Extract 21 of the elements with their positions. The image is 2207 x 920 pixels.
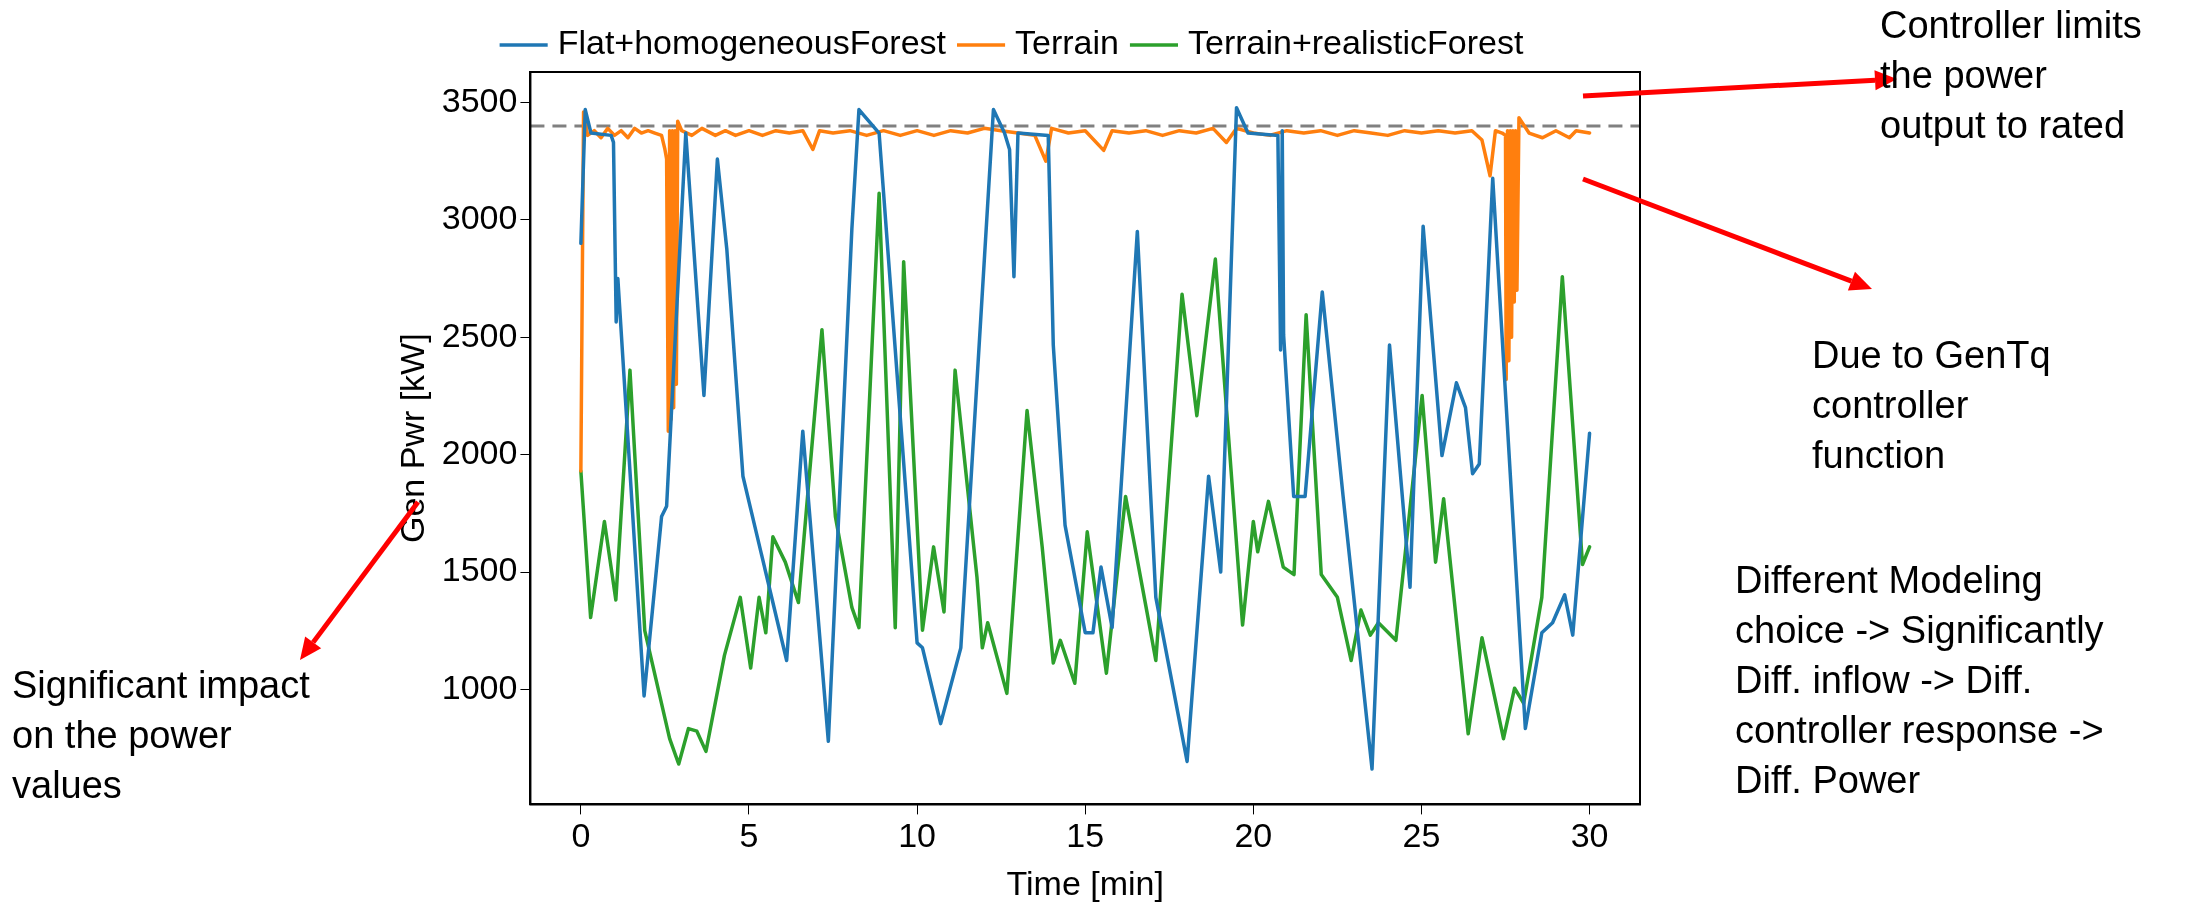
y-tick-label: 1000 [441, 667, 518, 706]
x-tick-label: 0 [571, 816, 591, 855]
text: Different Modeling choice -> Significantly Diff. inflow -> Diff. controller response -> Diff. Power [1735, 558, 2105, 803]
x-tick-label: 10 [898, 816, 937, 855]
y-tick-label: 3500 [441, 80, 518, 119]
x-tick-label: 25 [1402, 816, 1441, 855]
y-tick-label: 1500 [441, 550, 518, 589]
legend-label: Terrain [1015, 23, 1119, 62]
x-tick-label: 30 [1570, 816, 1609, 855]
y-tick-label: 2000 [441, 433, 518, 472]
text: Controller limits the power output to rated [1880, 3, 2143, 148]
text: Due to GenTq controller function [1812, 333, 2052, 478]
x-tick-label: 20 [1234, 816, 1273, 855]
legend-label: Terrain+realisticForest [1187, 23, 1524, 62]
legend-label: Flat+homogeneousForest [557, 23, 947, 62]
y-tick-label: 3000 [441, 198, 518, 237]
x-axis-title: Time [min] [1006, 863, 1164, 902]
y-tick-label: 2500 [441, 315, 518, 354]
x-tick-label: 5 [739, 816, 759, 855]
x-tick-label: 15 [1066, 816, 1105, 855]
text: Significant impact on the power values [12, 663, 311, 808]
